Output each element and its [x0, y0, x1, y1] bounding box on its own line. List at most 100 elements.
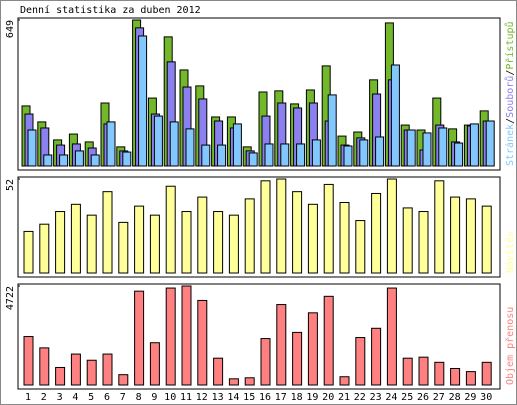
bar — [386, 178, 397, 274]
x-tick-label: 14 — [227, 392, 239, 403]
bar — [90, 154, 100, 167]
bar — [153, 115, 163, 167]
bar — [327, 94, 337, 167]
bar — [418, 211, 429, 274]
bar — [343, 145, 353, 167]
bar — [450, 196, 461, 274]
x-tick-label: 10 — [164, 392, 176, 403]
y-tick-label: 52 — [5, 179, 16, 191]
bar — [232, 123, 242, 167]
x-tick-label: 5 — [88, 392, 94, 403]
bar — [122, 151, 132, 167]
x-tick-label: 1 — [25, 392, 31, 403]
legend: Objem přenosu — [504, 307, 516, 385]
bar — [118, 221, 129, 274]
x-tick-label: 26 — [417, 392, 429, 403]
x-tick-label: 18 — [291, 392, 303, 403]
bar — [217, 144, 227, 167]
bar — [465, 371, 476, 386]
bar — [485, 120, 495, 167]
bar — [307, 203, 318, 274]
bar — [296, 143, 306, 167]
bar — [102, 191, 113, 274]
bar — [197, 196, 208, 274]
bar — [355, 337, 366, 386]
bar — [260, 180, 271, 274]
bar — [86, 214, 97, 274]
x-tick-label: 15 — [243, 392, 255, 403]
x-tick-label: 30 — [480, 392, 492, 403]
bar — [434, 180, 445, 274]
bar — [213, 211, 224, 274]
bar — [422, 132, 432, 167]
x-tick-label: 7 — [120, 392, 126, 403]
x-tick-label: 2 — [41, 392, 47, 403]
bar — [292, 331, 303, 386]
legend-entry: Souborů — [504, 76, 516, 118]
x-tick-label: 9 — [151, 392, 157, 403]
bar — [402, 357, 413, 386]
bar — [23, 336, 34, 386]
bar — [280, 143, 290, 167]
x-tick-label: 23 — [370, 392, 382, 403]
bar — [74, 150, 84, 167]
bar — [55, 366, 66, 386]
legend: Stránek/Souborů/Přístupů — [504, 21, 516, 166]
bar — [311, 139, 321, 167]
bar — [27, 129, 37, 167]
bar — [375, 136, 385, 167]
bar — [165, 185, 176, 274]
x-tick-label: 11 — [180, 392, 192, 403]
bar — [228, 378, 239, 386]
x-tick-label: 13 — [212, 392, 224, 403]
x-tick-label: 17 — [275, 392, 287, 403]
bar — [454, 142, 464, 167]
bar — [228, 214, 239, 274]
x-tick-label: 4 — [72, 392, 78, 403]
bar — [355, 220, 366, 274]
bar — [390, 64, 400, 167]
bar — [149, 214, 160, 274]
x-tick-label: 8 — [136, 392, 142, 403]
bar — [276, 178, 287, 274]
bar — [359, 139, 369, 167]
bar — [118, 374, 129, 386]
bar — [406, 129, 416, 167]
bar — [55, 211, 66, 274]
x-tick-label: 16 — [259, 392, 271, 403]
x-tick-label: 6 — [104, 392, 110, 403]
bar — [438, 127, 448, 167]
bar — [371, 192, 382, 274]
bar — [418, 356, 429, 386]
legend: Návštěv — [504, 231, 516, 273]
legend-separator: / — [505, 70, 516, 76]
bar — [469, 123, 479, 167]
x-tick-label: 22 — [354, 392, 366, 403]
bar — [481, 205, 492, 274]
bar — [43, 154, 53, 167]
x-tick-label: 20 — [322, 392, 334, 403]
legend-entry: Přístupů — [504, 21, 516, 69]
x-tick-label: 27 — [433, 392, 445, 403]
bar — [323, 183, 334, 274]
bar — [70, 353, 81, 386]
bar — [323, 295, 334, 386]
x-tick-label: 19 — [306, 392, 318, 403]
bar — [248, 152, 258, 167]
bar — [86, 359, 97, 386]
bar — [59, 154, 69, 167]
bar — [260, 338, 271, 386]
bar — [181, 211, 192, 274]
bar — [197, 299, 208, 386]
bar — [213, 357, 224, 386]
bar — [244, 377, 255, 386]
legend-entry: Stránek — [504, 124, 516, 166]
bar — [244, 198, 255, 274]
bar — [371, 327, 382, 386]
bar — [465, 198, 476, 274]
bar — [134, 290, 145, 386]
bar — [23, 230, 34, 274]
x-tick-label: 12 — [196, 392, 208, 403]
bar — [169, 121, 179, 167]
